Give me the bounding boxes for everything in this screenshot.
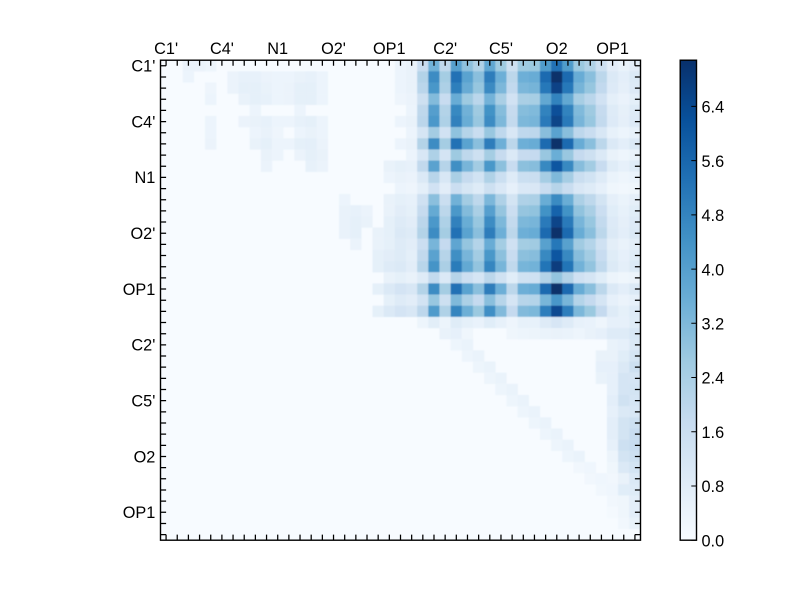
svg-text:OP1: OP1 <box>123 504 156 522</box>
svg-text:3.2: 3.2 <box>702 316 725 334</box>
svg-text:1.6: 1.6 <box>702 424 725 442</box>
svg-text:6.4: 6.4 <box>702 99 725 117</box>
svg-text:O2': O2' <box>321 40 346 58</box>
svg-text:O2: O2 <box>134 448 156 466</box>
svg-text:4.8: 4.8 <box>702 207 725 225</box>
svg-text:5.6: 5.6 <box>702 153 725 171</box>
svg-text:OP1: OP1 <box>373 40 406 58</box>
svg-text:C5': C5' <box>131 393 155 411</box>
svg-text:O2: O2 <box>546 40 568 58</box>
svg-text:C1': C1' <box>131 58 155 76</box>
svg-text:2.4: 2.4 <box>702 370 725 388</box>
svg-text:OP1: OP1 <box>596 40 629 58</box>
svg-text:C2': C2' <box>131 337 155 355</box>
svg-text:C4': C4' <box>210 40 234 58</box>
svg-text:0.0: 0.0 <box>702 532 725 550</box>
svg-text:O2': O2' <box>130 225 155 243</box>
svg-text:C4': C4' <box>131 113 155 131</box>
svg-text:C2': C2' <box>433 40 457 58</box>
svg-text:4.0: 4.0 <box>702 261 725 279</box>
svg-text:0.8: 0.8 <box>702 478 725 496</box>
svg-text:C5': C5' <box>489 40 513 58</box>
svg-text:OP1: OP1 <box>123 281 156 299</box>
svg-text:N1: N1 <box>134 169 155 187</box>
svg-text:C1': C1' <box>154 40 178 58</box>
svg-text:N1: N1 <box>267 40 288 58</box>
